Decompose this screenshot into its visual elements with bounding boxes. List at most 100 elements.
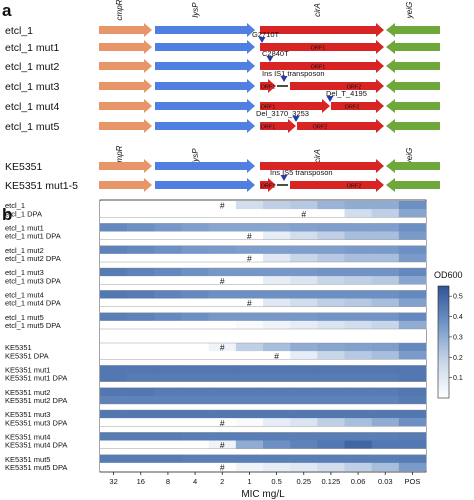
heatmap-cell [290, 209, 318, 218]
lysP-gene-arrow [155, 119, 255, 133]
heatmap-cell [371, 312, 400, 322]
heatmap-cell [100, 395, 128, 405]
heatmap-row: # KE5351 [5, 343, 427, 353]
heatmap-cell [208, 201, 237, 210]
cmpR-gene-arrow [99, 119, 152, 133]
heatmap-cell [344, 462, 372, 472]
mutation-annotation: C2840T [262, 49, 289, 58]
heatmap-cell [344, 343, 372, 352]
colorbar [437, 285, 450, 399]
heatmap-row: etcl_1 mut3 [5, 268, 427, 277]
heatmap-cell [398, 410, 427, 419]
heatmap-cell [344, 440, 372, 449]
heatmap-cell [208, 209, 237, 218]
heatmap-cell [290, 231, 318, 240]
x-tick-label: 2 [220, 477, 224, 486]
heatmap-cell [127, 462, 155, 472]
mic-hash-mark: # [220, 201, 225, 211]
heatmap-cell [154, 343, 182, 352]
mutation-annotation: Ins IS1 transposon [262, 69, 325, 78]
heatmap-cell [100, 373, 128, 382]
heatmap-cell [371, 351, 400, 360]
heatmap-cell [235, 312, 264, 322]
mutation-marker [280, 76, 288, 82]
heatmap-cell [263, 245, 291, 255]
row-label: KE5351 mut1 [5, 366, 50, 375]
heatmap-cell [398, 365, 427, 374]
heatmap-cell [344, 201, 372, 210]
heatmap-cell [371, 253, 400, 263]
heatmap-cell [127, 209, 155, 218]
group-separator [100, 359, 426, 366]
strain-label: etcl_1 mut2 [5, 61, 59, 73]
heatmap-cell [344, 245, 372, 255]
heatmap-cell [371, 276, 400, 285]
heatmap-cell [263, 365, 291, 374]
heatmap-cell [290, 268, 318, 277]
strain-row: etcl_1 mut2 ORF1 C2840T [5, 49, 440, 73]
heatmap-cell [100, 209, 128, 218]
yeiG-gene-arrow [386, 79, 440, 93]
panel-b-label: b [2, 205, 12, 224]
cmpR-gene-arrow [99, 40, 152, 54]
heatmap-cell [344, 395, 372, 405]
cmpR-gene-arrow [99, 159, 152, 173]
heatmap-cell [235, 454, 264, 464]
group-separator [100, 284, 426, 291]
heatmap-cell [127, 245, 155, 255]
heatmap-cell [181, 343, 209, 352]
colorbar-tick-label: 0.5 [453, 294, 463, 301]
heatmap-cell [371, 268, 400, 277]
x-tick-label: 4 [193, 477, 197, 486]
heatmap-cell [208, 410, 237, 419]
heatmap-cell [371, 298, 400, 307]
heatmap-cell [235, 298, 264, 307]
yeiG-gene-arrow [386, 59, 440, 73]
heatmap-cell [100, 440, 128, 449]
strain-row: etcl_1 mut4 ORF1 ORF2 Del_T_4195 [5, 89, 440, 113]
lysP-gene-arrow [155, 40, 255, 54]
heatmap-cell [100, 268, 128, 277]
heatmap-cell [235, 201, 264, 210]
mic-hash-mark: # [247, 231, 252, 241]
orf1-label: ORF1 [261, 85, 276, 91]
lysP-gene-arrow [155, 79, 255, 93]
heatmap-cell [100, 418, 128, 427]
heatmap-cell [263, 312, 291, 322]
heatmap-cell [208, 268, 237, 277]
heatmap-cell [344, 410, 372, 419]
row-label: KE5351 mut2 [5, 388, 50, 397]
heatmap-cell [317, 320, 345, 330]
heatmap-cell [100, 201, 128, 210]
mutation-marker [266, 56, 274, 62]
heatmap-cell [398, 268, 427, 277]
heatmap-cell [344, 253, 372, 263]
row-label: KE5351 mut5 DPA [5, 463, 67, 472]
row-label: KE5351 mut5 [5, 455, 50, 464]
heatmap-cell [263, 373, 291, 382]
heatmap-cell [154, 351, 182, 360]
heatmap-cell [398, 253, 427, 263]
heatmap-cell [398, 290, 427, 299]
heatmap-row: KE5351 mut3 [5, 410, 427, 419]
heatmap-cell [263, 343, 291, 352]
colorbar-tick-label: 0.1 [453, 375, 463, 382]
panel-a-label: a [2, 1, 12, 20]
heatmap-cell [263, 209, 291, 218]
heatmap-cell [127, 454, 155, 464]
heatmap-row: # etcl_1 mut1 DPA [5, 231, 427, 241]
heatmap-cell [100, 410, 128, 419]
heatmap-row: etcl_1 mut5 DPA [5, 320, 427, 330]
heatmap-cell [154, 410, 182, 419]
heatmap-cell [398, 440, 427, 449]
heatmap-cell [154, 387, 182, 397]
heatmap-cell [181, 432, 209, 441]
heatmap-cell [100, 253, 128, 263]
heatmap-cell [235, 245, 264, 255]
heatmap-cell [181, 351, 209, 360]
heatmap-cell [235, 462, 264, 472]
strain-row: etcl_1 [5, 23, 440, 37]
heatmap-cell [317, 343, 345, 352]
heatmap-cell [181, 418, 209, 427]
heatmap-cell [317, 432, 345, 441]
